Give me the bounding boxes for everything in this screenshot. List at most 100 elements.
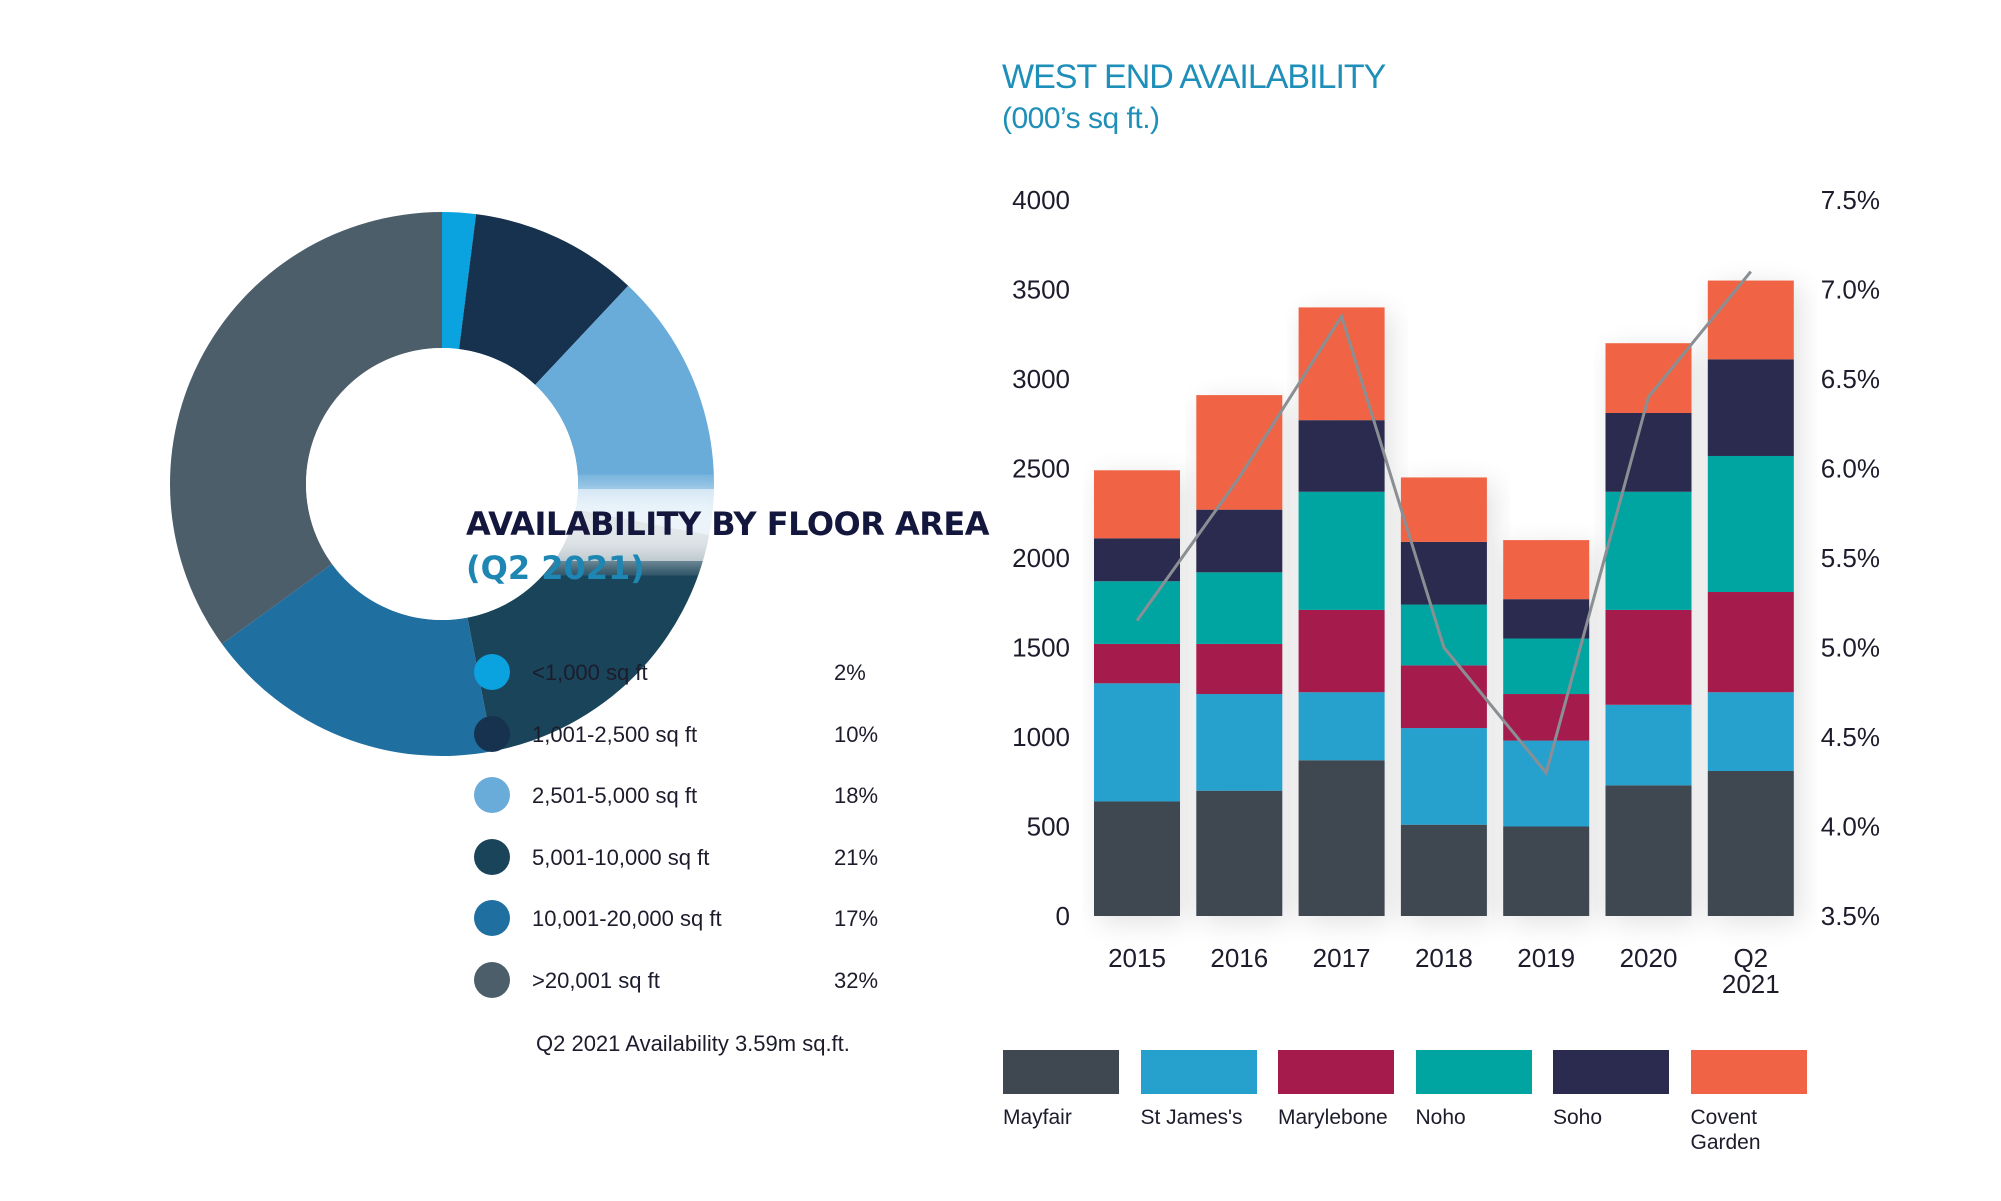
y-tick-label: 2500 [1012, 454, 1070, 484]
y-axis-left: 4000 3500 3000 2500 2000 1500 1000 500 0 [1012, 185, 1070, 931]
y2-tick-label: 5.5% [1821, 543, 1880, 573]
y-tick-label: 3500 [1012, 275, 1070, 305]
bar-segment-1 [1605, 704, 1692, 786]
bar-segment-1 [1196, 694, 1283, 791]
donut-slice-1 [459, 214, 629, 385]
donut-slice-0 [442, 212, 477, 350]
bar-segment-3 [1400, 604, 1487, 666]
x-tick-label: 2015 [1108, 943, 1166, 973]
bar-legend-swatch [1415, 1050, 1532, 1094]
title-panel [436, 489, 736, 561]
y-tick-label: 1000 [1012, 722, 1070, 752]
bar-chart-subtitle: (000’s sq ft.) [1002, 102, 1160, 135]
bar-legend-label: St James's [1140, 1106, 1243, 1129]
availability-rate-line [1135, 270, 1752, 777]
legend-percent: 10% [834, 721, 879, 747]
donut-legend-item: >20,001 sq ft 32% [474, 960, 894, 1000]
bar-segment-5 [1503, 540, 1590, 600]
bar-segment-1 [1094, 683, 1180, 802]
y-tick-label: 2000 [1012, 543, 1070, 573]
y2-tick-label: 4.0% [1821, 812, 1880, 842]
legend-swatch [474, 715, 510, 752]
bar-segment-4 [1503, 599, 1590, 639]
bar-legend-swatch [1553, 1050, 1669, 1094]
y2-tick-label: 3.5% [1821, 901, 1880, 931]
legend-percent: 17% [834, 906, 879, 931]
x-axis: 2015 2016 2017 2018 2019 2020 Q2 2021 [1108, 943, 1780, 999]
legend-swatch [474, 777, 510, 813]
y2-tick-label: 7.0% [1821, 275, 1880, 305]
bar-segment-3 [1707, 455, 1794, 593]
legend-swatch [474, 961, 510, 998]
x-tick-label: 2018 [1415, 943, 1473, 973]
donut-slice-2 [535, 285, 714, 535]
x-tick-label: 2017 [1313, 943, 1371, 973]
bar-segment-1 [1298, 692, 1385, 761]
donut-legend-item: 5,001-10,000 sq ft 21% [474, 837, 894, 877]
legend-swatch [474, 654, 510, 690]
legend-swatch [474, 900, 510, 936]
x-tick-label: Q2 2021 [1722, 943, 1780, 999]
y2-tick-label: 5.0% [1821, 633, 1880, 663]
bar-segment-0 [1298, 760, 1385, 916]
y-tick-label: 3000 [1012, 364, 1070, 394]
bar-segment-0 [1605, 785, 1692, 916]
legend-label: 2,501-5,000 sq ft [532, 783, 698, 808]
bar-segment-3 [1196, 572, 1283, 644]
bar-legend-label: Noho [1415, 1106, 1466, 1129]
bar-segment-2 [1605, 609, 1692, 705]
bar-legend-swatch [1278, 1050, 1394, 1094]
legend-percent: 18% [834, 783, 879, 808]
bar-segment-1 [1400, 728, 1487, 825]
bar-legend-label: Soho [1553, 1106, 1603, 1129]
bar-segment-5 [1196, 395, 1283, 510]
donut-slice-5 [169, 212, 442, 644]
y2-tick-label: 6.0% [1821, 454, 1880, 484]
bar-segment-2 [1707, 592, 1794, 693]
donut-legend-item: 10,001-20,000 sq ft 17% [474, 898, 894, 938]
bar-segment-0 [1503, 826, 1590, 916]
legend-label: 10,001-20,000 sq ft [532, 906, 722, 931]
legend-label: 1,001-2,500 sq ft [532, 721, 698, 747]
bar-legend-label: Covent Garden [1690, 1106, 1761, 1154]
bar-chart-title: WEST END AVAILABILITY [1002, 58, 1386, 96]
y-tick-label: 4000 [1012, 185, 1070, 215]
bar-segment-2 [1298, 609, 1385, 693]
donut-subtitle: (Q2 2021) [466, 549, 645, 587]
bar-legend-swatch [1690, 1050, 1807, 1094]
bar-segment-5 [1707, 280, 1794, 360]
bar-segment-2 [1503, 694, 1590, 741]
donut-legend-item: <1,000 sq ft 2% [474, 652, 894, 692]
y2-tick-label: 6.5% [1821, 364, 1880, 394]
bar-segment-3 [1298, 491, 1385, 610]
donut-slice-4 [221, 563, 493, 756]
legend-percent: 2% [834, 660, 866, 685]
legend-label: <1,000 sq ft [532, 660, 648, 685]
bar-segment-1 [1707, 692, 1794, 772]
bar-segment-2 [1196, 643, 1283, 695]
bar-legend-label: Mayfair [1003, 1106, 1072, 1129]
bar-segment-4 [1605, 413, 1692, 492]
y-tick-label: 0 [1056, 901, 1070, 931]
y-axis-right: 7.5% 7.0% 6.5% 6.0% 5.5% 5.0% 4.5% 4.0% 3.5% [1821, 185, 1880, 931]
y2-tick-label: 7.5% [1821, 185, 1880, 215]
bar-segment-5 [1094, 470, 1180, 539]
bar-segment-1 [1503, 740, 1590, 827]
bar-segment-2 [1400, 665, 1487, 729]
bar-legend-swatch [1003, 1050, 1119, 1094]
legend-percent: 21% [834, 844, 879, 870]
bar-segment-4 [1707, 359, 1794, 456]
bar-segment-4 [1298, 420, 1385, 492]
bar-legend-swatch [1140, 1050, 1257, 1094]
y2-tick-label: 4.5% [1821, 722, 1880, 752]
legend-label: >20,001 sq ft [532, 967, 660, 993]
donut-slice-3 [467, 509, 710, 752]
bar-segment-3 [1094, 581, 1180, 644]
donut-slices [169, 212, 714, 756]
bar-segment-0 [1196, 790, 1283, 916]
legend-label: 5,001-10,000 sq ft [532, 844, 710, 870]
donut-total-note: Q2 2021 Availability 3.59m sq.ft. [536, 1031, 850, 1056]
bar-segment-0 [1707, 771, 1794, 916]
